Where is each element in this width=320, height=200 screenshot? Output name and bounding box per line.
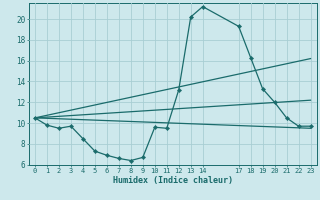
X-axis label: Humidex (Indice chaleur): Humidex (Indice chaleur) [113,176,233,185]
